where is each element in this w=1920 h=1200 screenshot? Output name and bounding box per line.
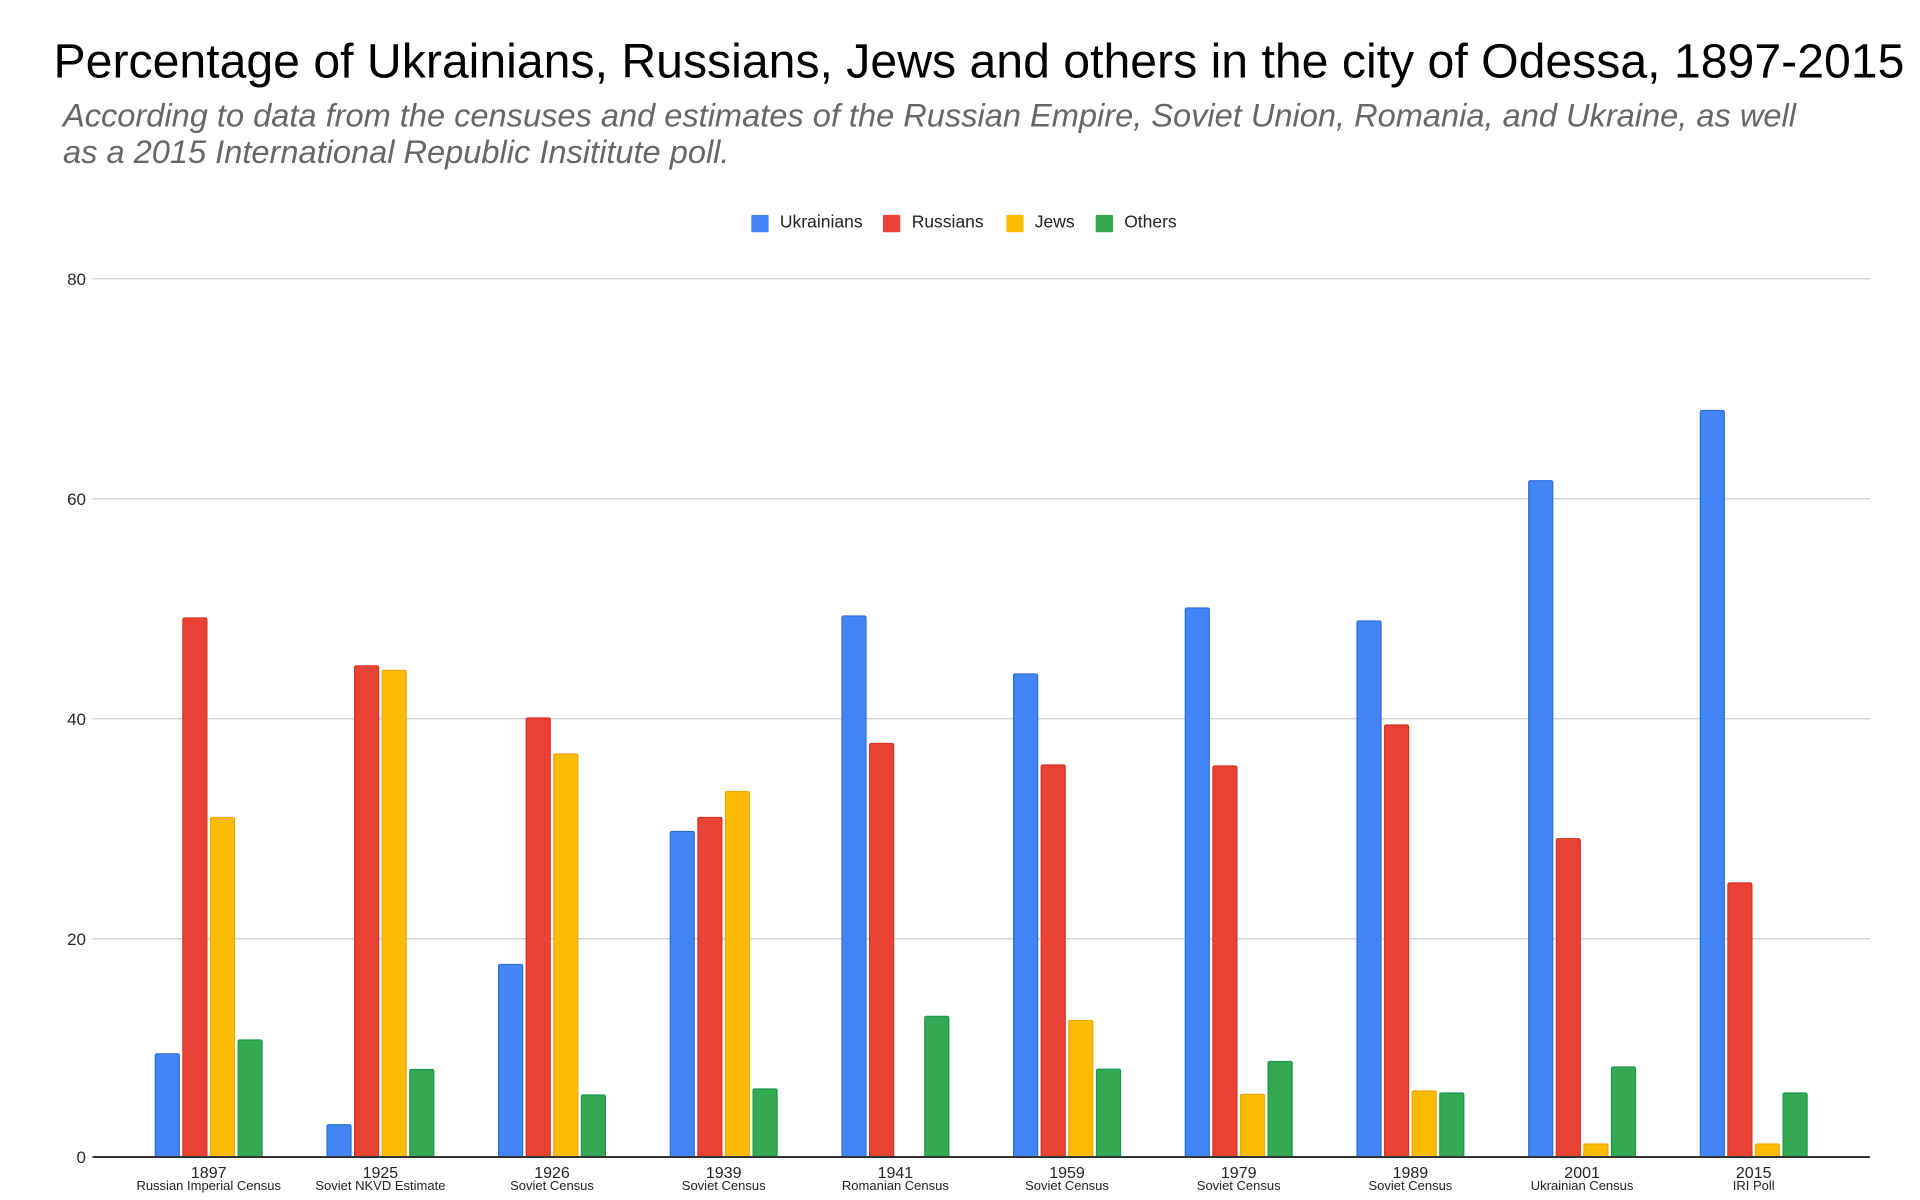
svg-text:Percentage of Ukrainians, Russ: Percentage of Ukrainians, Russians, Jews… [54, 34, 1905, 88]
svg-text:1925: 1925 [363, 1165, 399, 1182]
svg-text:1897: 1897 [191, 1165, 227, 1182]
svg-text:IRI Poll: IRI Poll [1733, 1178, 1775, 1193]
svg-text:80: 80 [67, 270, 86, 289]
svg-text:as a 2015 International Republ: as a 2015 International Republic Insitit… [63, 133, 729, 170]
svg-text:Soviet Census: Soviet Census [1368, 1178, 1452, 1193]
svg-text:Russian Imperial Census: Russian Imperial Census [136, 1178, 281, 1193]
svg-text:Soviet Census: Soviet Census [1025, 1178, 1109, 1193]
svg-text:According to data from the cen: According to data from the censuses and … [61, 97, 1797, 134]
svg-text:Russians: Russians [912, 212, 984, 232]
svg-text:Soviet Census: Soviet Census [1197, 1178, 1281, 1193]
svg-text:Romanian Census: Romanian Census [842, 1178, 949, 1193]
svg-text:40: 40 [67, 710, 86, 729]
svg-text:1941: 1941 [878, 1165, 914, 1182]
svg-text:1939: 1939 [706, 1165, 742, 1182]
svg-text:Soviet NKVD Estimate: Soviet NKVD Estimate [315, 1178, 445, 1193]
svg-text:Jews: Jews [1035, 212, 1075, 232]
svg-text:Ukrainian Census: Ukrainian Census [1531, 1178, 1634, 1193]
svg-text:Ukrainians: Ukrainians [780, 212, 863, 232]
svg-text:20: 20 [67, 930, 86, 949]
svg-text:Soviet Census: Soviet Census [682, 1178, 766, 1193]
svg-text:1979: 1979 [1221, 1165, 1257, 1182]
svg-text:2015: 2015 [1736, 1165, 1772, 1182]
svg-text:1926: 1926 [534, 1165, 570, 1182]
svg-text:0: 0 [77, 1148, 86, 1167]
svg-text:Soviet Census: Soviet Census [510, 1178, 594, 1193]
svg-text:1989: 1989 [1393, 1165, 1429, 1182]
svg-text:Others: Others [1124, 212, 1177, 232]
svg-text:1959: 1959 [1049, 1165, 1085, 1182]
svg-text:2001: 2001 [1564, 1165, 1600, 1182]
svg-text:60: 60 [67, 490, 86, 509]
